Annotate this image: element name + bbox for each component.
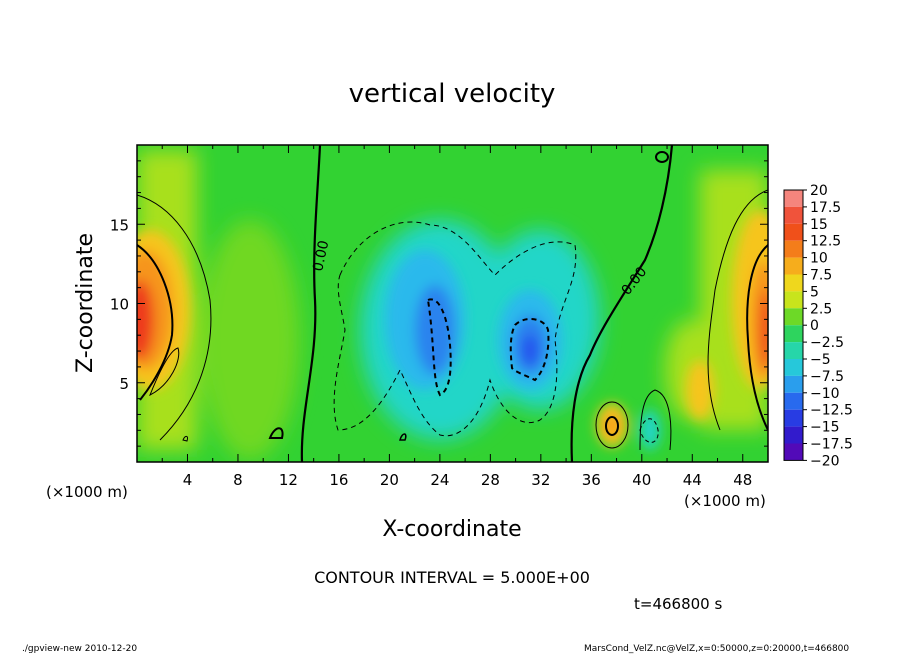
- plot-field: 0.00 0.00: [137, 145, 768, 462]
- x-tick-label: 4: [183, 471, 193, 489]
- x-tick-label: 20: [380, 471, 399, 489]
- colorbar-label: −15: [810, 420, 840, 436]
- x-axis-label: X-coordinate: [382, 517, 521, 542]
- x-unit-left: (×1000 m): [46, 483, 128, 501]
- x-tick-label: 40: [632, 471, 651, 489]
- colorbar-label: 20: [810, 183, 828, 199]
- colorbar-swatch: [784, 342, 803, 359]
- colorbar-swatch: [784, 223, 803, 241]
- contour-label: 0.00: [310, 239, 332, 273]
- colorbar-label: 12.5: [810, 234, 841, 250]
- x-tick-label: 48: [733, 471, 752, 489]
- colorbar-label: 7.5: [810, 268, 832, 284]
- x-tick-label: 36: [582, 471, 601, 489]
- colorbar-label: −5: [810, 352, 831, 368]
- x-tick-label: 16: [329, 471, 348, 489]
- time-label: t=466800 s: [634, 595, 722, 613]
- colorbar-swatch: [784, 240, 803, 258]
- colorbar-label: 2.5: [810, 301, 832, 317]
- colorbar-swatch: [784, 375, 803, 393]
- colorbar-swatch: [784, 190, 803, 207]
- contour-interval: CONTOUR INTERVAL = 5.000E+00: [314, 568, 590, 587]
- y-axis-label: Z-coordinate: [73, 233, 98, 373]
- x-axis: 4 8 12 16 20 24 28 32 36 40 44 48: [161, 145, 752, 489]
- colorbar-label: −10: [810, 386, 840, 402]
- y-tick-label: 10: [110, 296, 129, 314]
- colorbar-swatch: [784, 392, 803, 410]
- colorbar-swatch: [784, 308, 803, 326]
- x-tick-label: 28: [481, 471, 500, 489]
- x-tick-label: 44: [683, 471, 702, 489]
- footer-right: MarsCond_VelZ.nc@VelZ,x=0:50000,z=0:2000…: [584, 644, 849, 654]
- footer-left: ./gpview-new 2010-12-20: [22, 644, 137, 654]
- colorbar-swatch: [784, 443, 803, 461]
- colorbar-swatch: [784, 426, 803, 444]
- x-tick-label: 12: [279, 471, 298, 489]
- x-tick-label: 8: [233, 471, 243, 489]
- colorbar-label: −20: [810, 453, 840, 469]
- colorbar-swatch: [784, 257, 803, 275]
- colorbar-swatch: [784, 359, 803, 376]
- colorbar-swatch: [784, 291, 803, 309]
- y-tick-label: 5: [119, 375, 129, 393]
- colorbar-swatch: [784, 274, 803, 292]
- colorbar-label: −2.5: [810, 335, 844, 351]
- colorbar-swatch: [784, 206, 803, 224]
- y-tick-label: 15: [110, 216, 129, 234]
- colorbar-label: −17.5: [810, 437, 853, 453]
- colorbar-label: 15: [810, 217, 828, 233]
- x-tick-label: 24: [430, 471, 449, 489]
- colorbar-label: 17.5: [810, 200, 841, 216]
- colorbar-swatch: [784, 409, 803, 427]
- chart-title: vertical velocity: [349, 79, 556, 109]
- y-axis: 5 10 15: [110, 160, 768, 447]
- colorbar-swatch: [784, 325, 803, 343]
- colorbar-label: −7.5: [810, 369, 844, 385]
- x-unit-right: (×1000 m): [684, 492, 766, 510]
- x-tick-label: 32: [531, 471, 550, 489]
- colorbar: 2017.51512.5107.552.50−2.5−5−7.5−10−12.5…: [783, 183, 853, 469]
- colorbar-label: 0: [810, 318, 819, 334]
- colorbar-label: 5: [810, 284, 819, 300]
- colorbar-label: −12.5: [810, 403, 853, 419]
- colorbar-label: 10: [810, 251, 828, 267]
